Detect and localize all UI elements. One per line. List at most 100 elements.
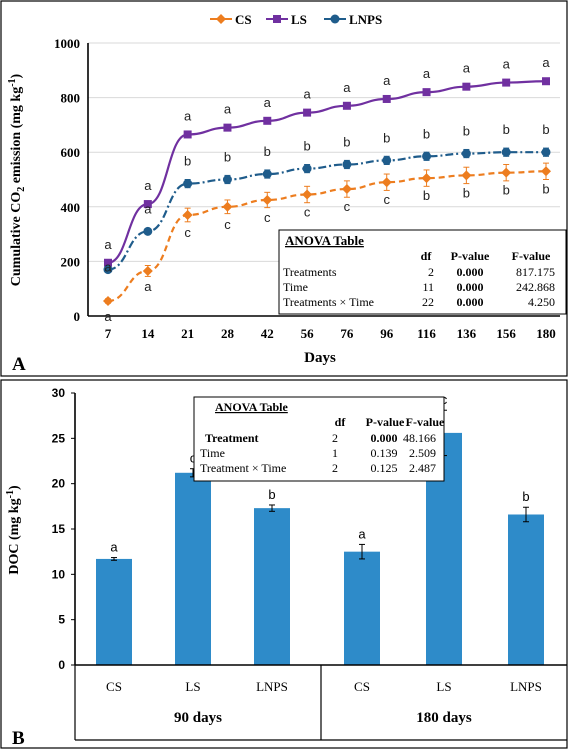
- significance-letter: b: [463, 124, 470, 139]
- data-point-square: [303, 108, 312, 117]
- anova-header: F-value: [512, 249, 551, 263]
- significance-letter: a: [110, 540, 118, 555]
- category-label: LNPS: [510, 679, 542, 694]
- x-tick-label: 7: [105, 326, 112, 341]
- significance-letter: a: [542, 55, 550, 70]
- data-point-square: [422, 88, 431, 97]
- significance-letter: c: [383, 192, 390, 207]
- x-tick-label: 42: [261, 326, 274, 341]
- significance-letter: a: [343, 80, 351, 95]
- anova-df: 2: [332, 461, 338, 475]
- anova-p-value: 0.000: [371, 431, 398, 445]
- data-point-square: [104, 258, 112, 267]
- anova-f-value: 2.509: [409, 446, 436, 460]
- significance-letter: a: [423, 66, 431, 81]
- anova-header: P-value: [366, 415, 405, 429]
- data-point-circle: [183, 179, 193, 189]
- significance-letter: c: [344, 199, 351, 214]
- x-tick-label: 56: [301, 326, 315, 341]
- legend-item-cs: CS: [210, 12, 252, 27]
- anova-f-value: 4.250: [528, 295, 555, 309]
- legend-label: LS: [291, 12, 307, 27]
- anova-header: F-value: [406, 415, 445, 429]
- anova-p-value: 0.000: [457, 280, 484, 294]
- significance-letter: b: [503, 122, 510, 137]
- significance-letter: b: [503, 183, 510, 198]
- panel-b-letter: B: [12, 728, 25, 749]
- bar-group: a: [96, 540, 132, 665]
- data-point-diamond: [103, 295, 113, 306]
- y-tick-label: 15: [52, 522, 66, 536]
- panel-a-y-axis-label: Cumulative CO2 emission (mg kg-1): [7, 73, 27, 286]
- data-point-square: [382, 94, 391, 103]
- anova-f-value: 48.166: [403, 431, 436, 445]
- significance-letter: c: [224, 217, 231, 232]
- significance-letter: b: [224, 150, 231, 165]
- anova-header: df: [335, 415, 347, 429]
- anova-df: 22: [422, 295, 434, 309]
- y-tick-label: 600: [61, 145, 81, 160]
- panel-b-y-axis-label: DOC (mg kg-1): [5, 485, 22, 575]
- significance-letter: b: [542, 122, 549, 137]
- y-tick-label: 25: [52, 431, 66, 445]
- bar-group: b: [254, 487, 290, 665]
- panel-a: CS LS LNPS Cumulative CO2 emission (mg kg-…: [0, 0, 568, 377]
- significance-letter: b: [542, 181, 549, 196]
- bar-group: a: [344, 526, 380, 665]
- series-line: [107, 170, 547, 303]
- data-point-circle: [302, 164, 312, 174]
- data-point-diamond: [262, 194, 273, 205]
- significance-letter: a: [144, 279, 152, 294]
- significance-letter: c: [264, 210, 271, 225]
- x-tick-label: 14: [141, 326, 155, 341]
- anova-row-label: Time: [200, 446, 225, 460]
- data-point-circle: [382, 155, 392, 165]
- panel-a-anova-table: ANOVA Table df P-value F-value Treatments 2 0.…: [278, 229, 567, 315]
- significance-letter: c: [304, 205, 311, 220]
- significance-letter: a: [224, 102, 232, 117]
- data-point-square: [263, 116, 272, 125]
- anova-header: df: [421, 249, 433, 263]
- category-label: CS: [106, 679, 122, 694]
- anova-p-value: 0.125: [371, 461, 398, 475]
- series-ls: aaa a aa a a a a a a: [104, 55, 550, 267]
- panel-b-anova-table: ANOVA Table df P-value F-value Treatment 2 0.0…: [193, 396, 445, 482]
- category-label: CS: [354, 679, 370, 694]
- bar-group: b: [508, 489, 544, 665]
- data-point-circle: [422, 151, 432, 161]
- data-point-square: [143, 200, 152, 209]
- bar: [175, 472, 211, 665]
- anova-row-label: Treatments: [283, 265, 337, 279]
- significance-letter: b: [303, 139, 310, 154]
- y-tick-label: 1000: [54, 36, 80, 51]
- x-tick-label: 136: [457, 326, 477, 341]
- legend-label: CS: [235, 12, 252, 27]
- panel-b-y-ticks: 0 5 10 15 20 25 30: [52, 386, 75, 672]
- significance-letter: a: [104, 237, 112, 252]
- significance-letter: a: [104, 309, 112, 324]
- data-point-circle: [103, 265, 113, 275]
- panel-a-legend: CS LS LNPS: [210, 12, 382, 27]
- data-point-diamond: [341, 184, 352, 195]
- data-point-circle: [461, 149, 471, 159]
- significance-letter: b: [463, 185, 470, 200]
- bar-group: c: [175, 451, 211, 665]
- significance-letter: a: [463, 61, 471, 76]
- data-point-diamond: [501, 167, 512, 178]
- significance-letter: c: [184, 225, 191, 240]
- legend-item-lnps: LNPS: [324, 12, 382, 27]
- data-point-diamond: [381, 177, 392, 188]
- data-point-diamond: [222, 201, 233, 212]
- panel-a-y-ticks: 0 200 400 600 800 1000: [54, 36, 80, 324]
- data-point-circle: [222, 175, 232, 184]
- anova-p-value: 0.000: [457, 295, 484, 309]
- category-label: LNPS: [256, 679, 288, 694]
- panel-a-frame: [0, 0, 568, 377]
- significance-letter: b: [423, 126, 430, 141]
- x-tick-label: 96: [380, 326, 394, 341]
- y-tick-label: 20: [52, 477, 66, 491]
